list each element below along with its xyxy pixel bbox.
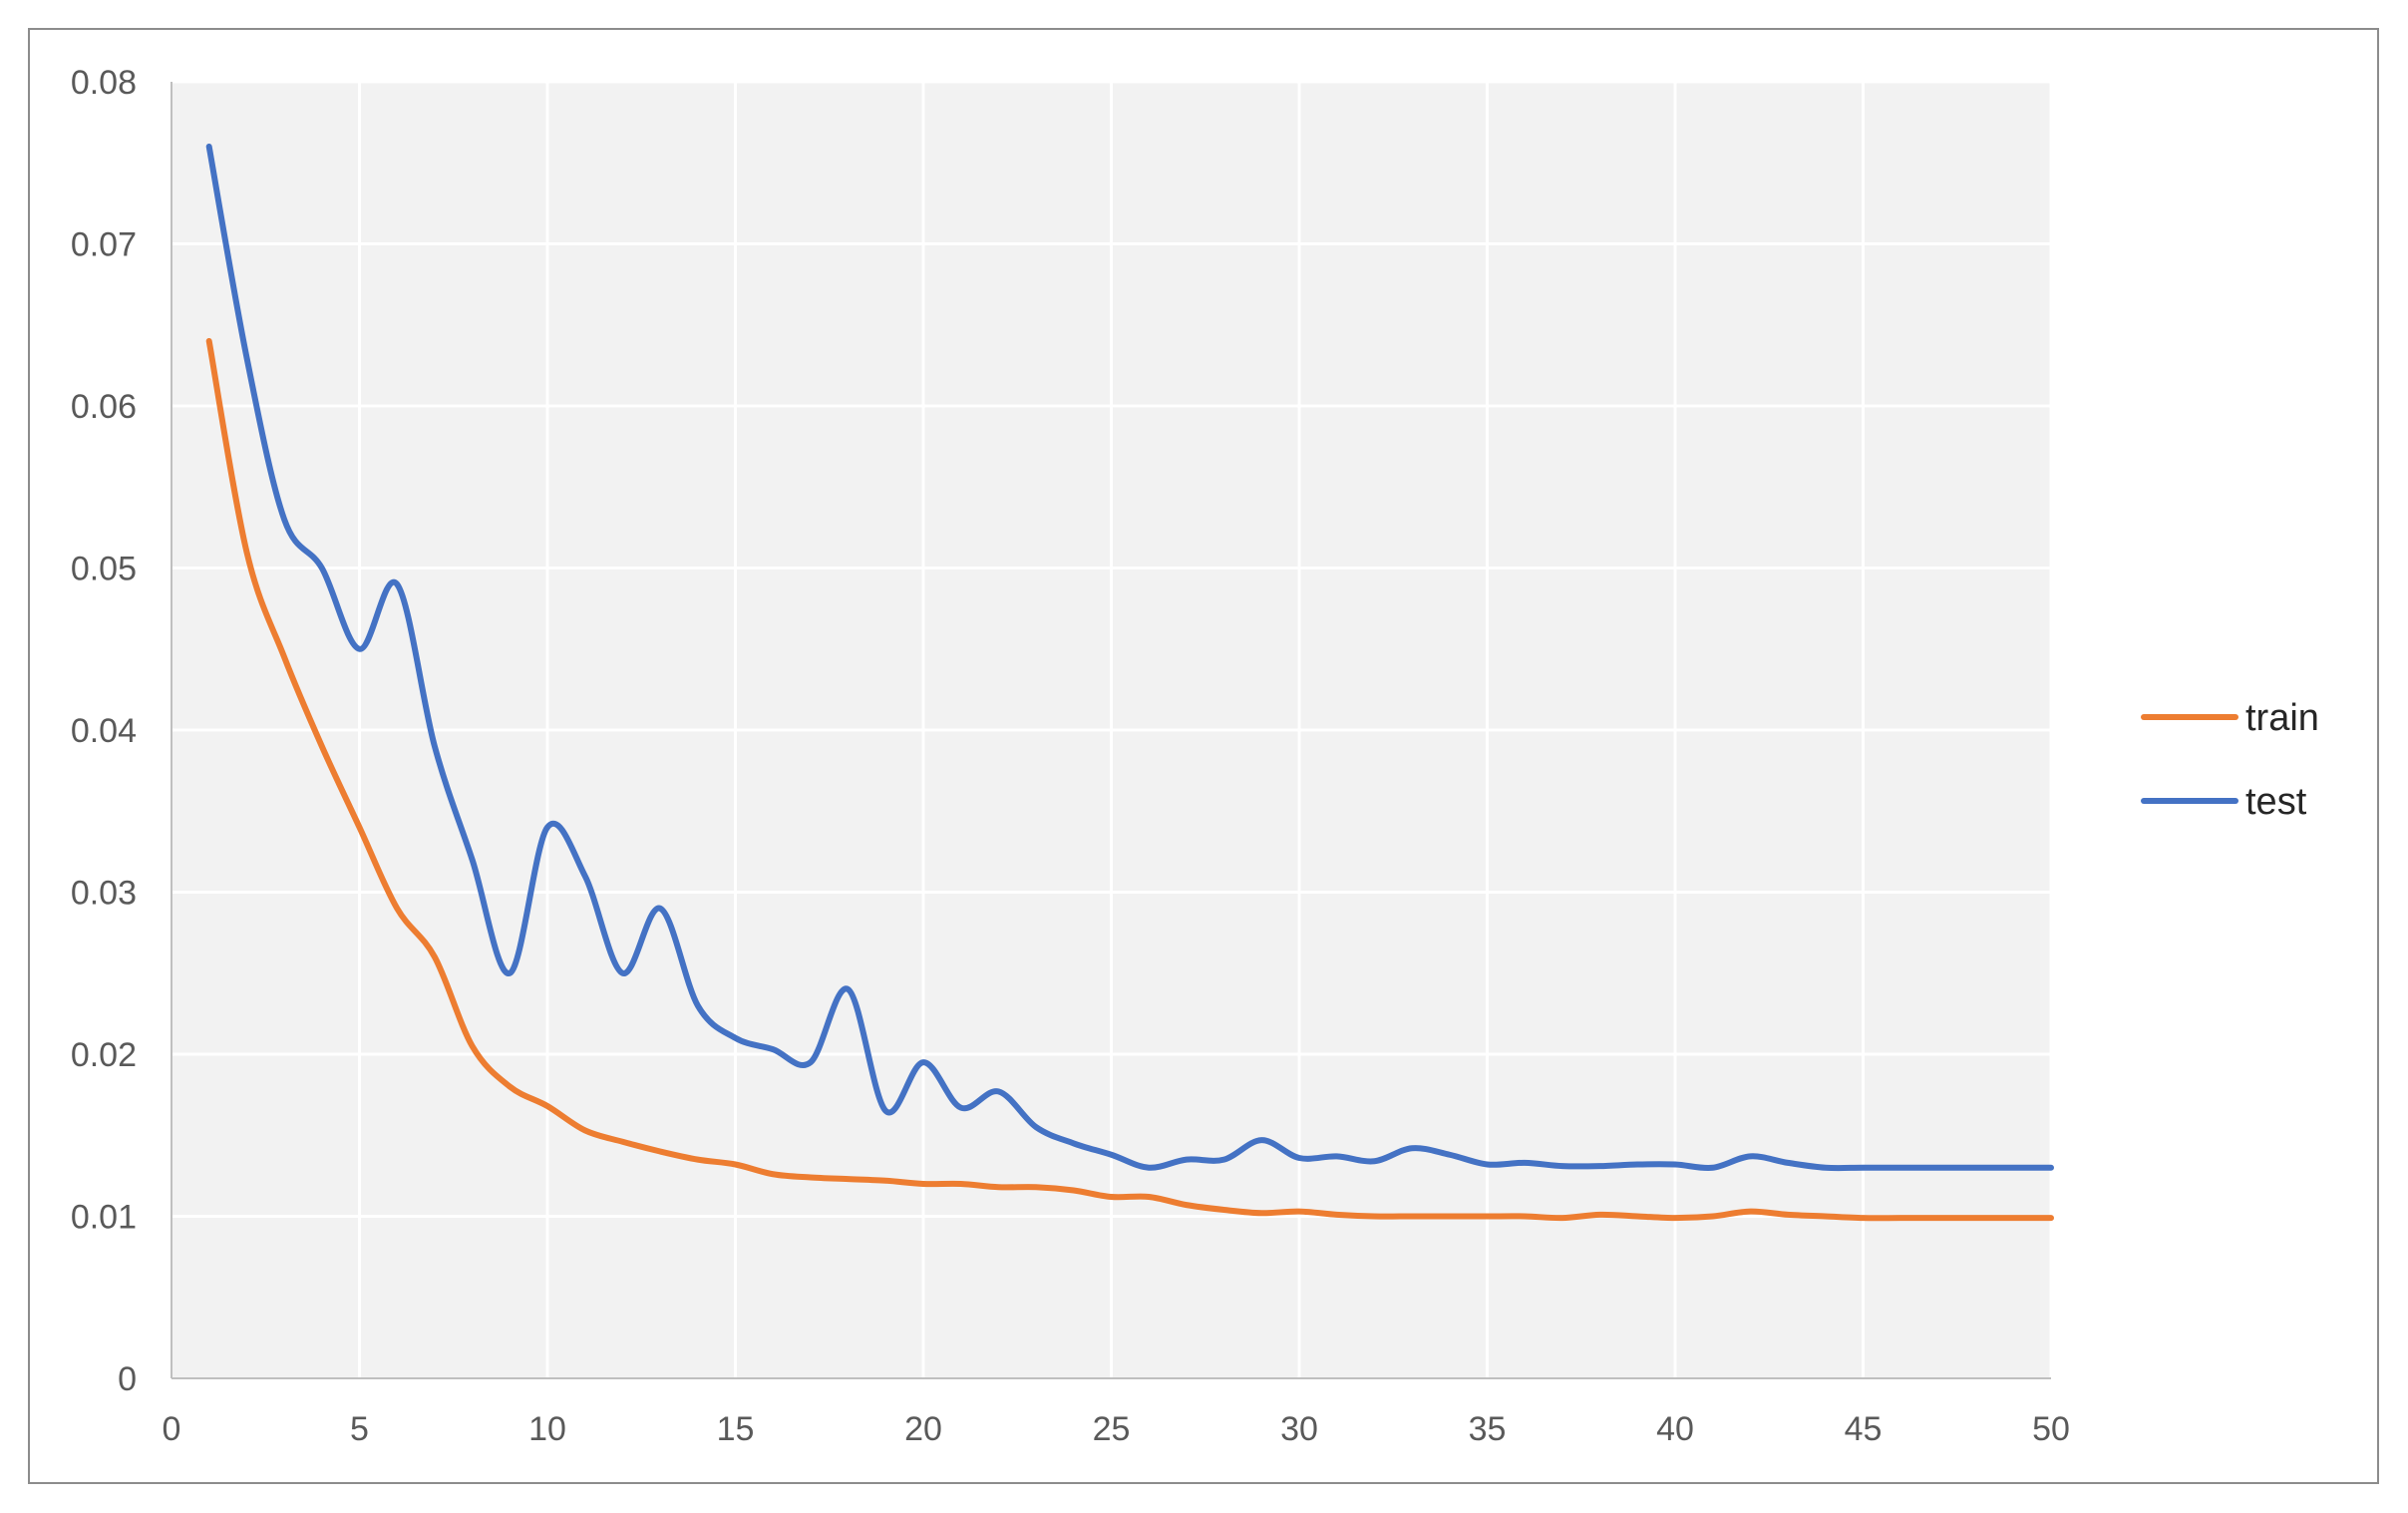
axes [171,82,2051,1379]
y-tick-label: 0.06 [71,388,137,426]
x-tick-label: 0 [163,1410,181,1448]
series-lines [205,144,2054,1222]
legend-item-train: train [2141,697,2319,739]
legend-label: test [2245,781,2307,823]
y-tick-label: 0.05 [71,551,137,588]
x-tick-label: 5 [350,1410,369,1448]
tick-labels: 0 0.01 0.02 0.03 0.04 0.05 0.06 0.07 0.08 0 5 10 15 2… [71,64,2070,1448]
x-tick-label: 10 [528,1410,566,1448]
grid-lines [172,80,2053,1378]
legend-item-test: test [2141,781,2307,823]
y-tick-label: 0.07 [71,226,137,264]
x-tick-label: 20 [904,1410,942,1448]
legend: train test [2141,697,2319,823]
x-tick-label: 45 [1845,1410,1883,1448]
x-tick-label: 15 [717,1410,755,1448]
legend-label: train [2245,697,2319,739]
x-tick-label: 30 [1280,1410,1318,1448]
y-tick-label: 0.01 [71,1199,137,1237]
x-tick-label: 40 [1656,1410,1694,1448]
x-tick-label: 25 [1093,1410,1131,1448]
y-tick-label: 0.02 [71,1036,137,1074]
series-line-train [205,338,2054,1222]
x-tick-label: 35 [1469,1410,1507,1448]
y-tick-label: 0.04 [71,712,137,750]
x-tick-label: 50 [2032,1410,2070,1448]
y-tick-label: 0 [118,1360,137,1398]
y-tick-label: 0.03 [71,875,137,913]
series-line-test [205,144,2054,1172]
y-tick-label: 0.08 [71,64,137,102]
